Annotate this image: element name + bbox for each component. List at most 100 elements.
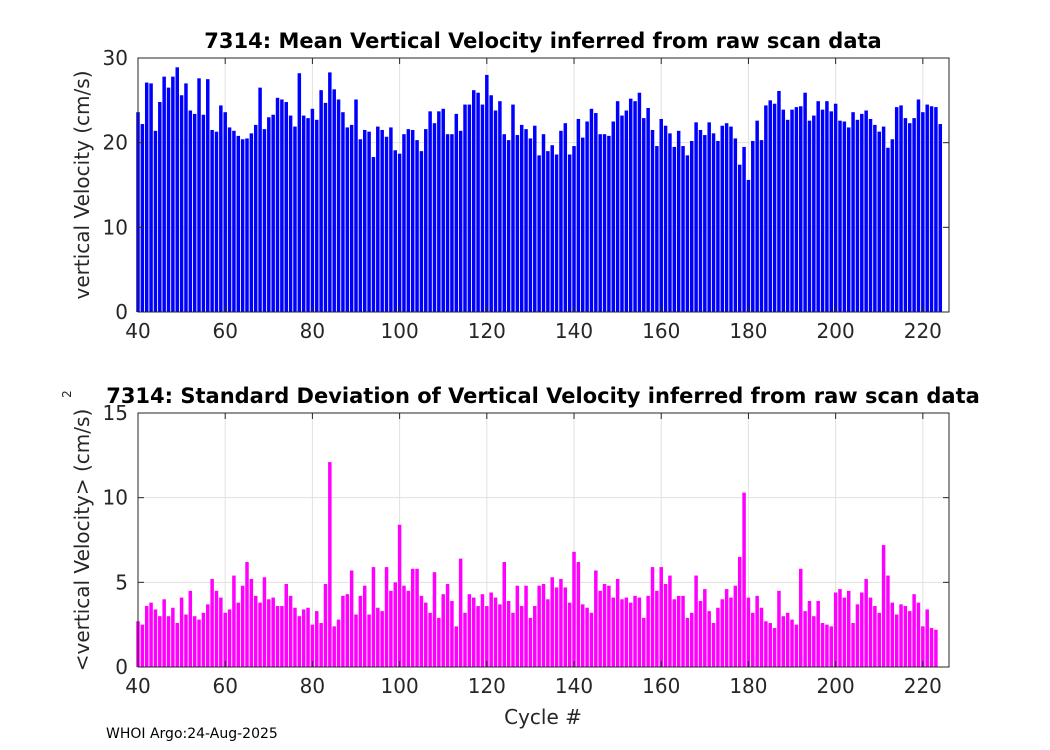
bar bbox=[384, 136, 389, 312]
bar bbox=[681, 146, 685, 312]
bar bbox=[620, 599, 624, 667]
bar bbox=[877, 612, 881, 667]
bar bbox=[916, 602, 921, 667]
bar bbox=[733, 585, 738, 667]
y-tick-label: 0 bbox=[115, 655, 128, 679]
bar bbox=[846, 590, 851, 667]
bar bbox=[881, 545, 886, 667]
bar bbox=[402, 585, 406, 667]
bar bbox=[642, 617, 646, 667]
bar bbox=[271, 114, 275, 312]
bar bbox=[690, 140, 694, 312]
bar bbox=[781, 616, 786, 667]
bar bbox=[537, 585, 541, 667]
bar bbox=[245, 138, 249, 312]
bar bbox=[585, 607, 589, 667]
bar bbox=[458, 558, 463, 667]
bar bbox=[437, 617, 441, 667]
bar bbox=[812, 616, 816, 667]
bar bbox=[515, 135, 520, 312]
bar bbox=[746, 179, 751, 312]
bar bbox=[868, 597, 873, 667]
bar bbox=[502, 562, 507, 667]
bar bbox=[546, 151, 550, 312]
bar bbox=[240, 139, 245, 312]
bar bbox=[206, 604, 210, 667]
plot-frame bbox=[137, 57, 950, 313]
bar bbox=[663, 584, 668, 667]
bar bbox=[729, 597, 733, 667]
bar bbox=[576, 118, 581, 313]
bar bbox=[162, 599, 166, 667]
bar bbox=[341, 595, 345, 667]
bar bbox=[519, 124, 524, 313]
bar bbox=[179, 597, 184, 667]
bar bbox=[528, 617, 533, 667]
bar bbox=[563, 123, 568, 313]
bar bbox=[171, 607, 175, 667]
bar bbox=[833, 103, 838, 312]
bar bbox=[271, 597, 275, 667]
bar bbox=[437, 111, 441, 312]
bar bbox=[328, 462, 332, 667]
y-tick-label: 5 bbox=[115, 570, 128, 594]
bar bbox=[799, 106, 803, 312]
bar bbox=[785, 612, 790, 667]
bar bbox=[528, 138, 533, 312]
bar bbox=[258, 602, 262, 667]
bar bbox=[650, 129, 655, 312]
bar bbox=[580, 604, 585, 667]
bar bbox=[864, 110, 868, 312]
bar bbox=[367, 131, 371, 312]
bar bbox=[816, 600, 820, 667]
x-tick-label: 100 bbox=[381, 319, 419, 343]
bar bbox=[493, 110, 498, 312]
bar bbox=[236, 602, 241, 667]
bar bbox=[668, 133, 672, 312]
bar bbox=[506, 600, 511, 667]
bar bbox=[284, 584, 288, 667]
bar bbox=[511, 612, 515, 667]
bar bbox=[594, 570, 598, 667]
bar bbox=[842, 121, 847, 312]
bar bbox=[711, 133, 716, 312]
bar bbox=[445, 584, 450, 667]
x-tick-label: 140 bbox=[555, 319, 593, 343]
bar bbox=[764, 621, 768, 667]
bar bbox=[166, 616, 171, 667]
bar bbox=[663, 125, 668, 312]
bar bbox=[628, 98, 633, 312]
y-tick-label: 30 bbox=[103, 46, 128, 70]
x-tick-label: 180 bbox=[729, 674, 767, 698]
bar bbox=[559, 578, 563, 667]
bar bbox=[354, 614, 358, 667]
bar bbox=[384, 567, 389, 667]
bar bbox=[703, 589, 707, 667]
bar bbox=[746, 597, 751, 667]
x-tick-label: 200 bbox=[817, 319, 855, 343]
bar bbox=[580, 137, 585, 312]
bar bbox=[572, 551, 576, 667]
bar bbox=[894, 107, 899, 313]
x-tick-label: 40 bbox=[125, 319, 150, 343]
bar bbox=[912, 594, 916, 667]
bar bbox=[188, 590, 193, 667]
bar bbox=[554, 154, 559, 312]
bar bbox=[349, 124, 354, 313]
bar bbox=[454, 626, 459, 667]
bar bbox=[323, 584, 328, 667]
bar bbox=[306, 607, 310, 667]
bar bbox=[406, 129, 411, 312]
bar bbox=[175, 622, 179, 667]
bar bbox=[419, 595, 424, 667]
bar bbox=[450, 134, 454, 312]
bar bbox=[162, 76, 166, 312]
bar bbox=[345, 594, 350, 667]
bar bbox=[611, 597, 616, 667]
bar bbox=[912, 118, 916, 312]
bar bbox=[288, 595, 293, 667]
bar bbox=[232, 130, 236, 312]
bar bbox=[301, 609, 306, 667]
x-tick-label: 120 bbox=[468, 674, 506, 698]
